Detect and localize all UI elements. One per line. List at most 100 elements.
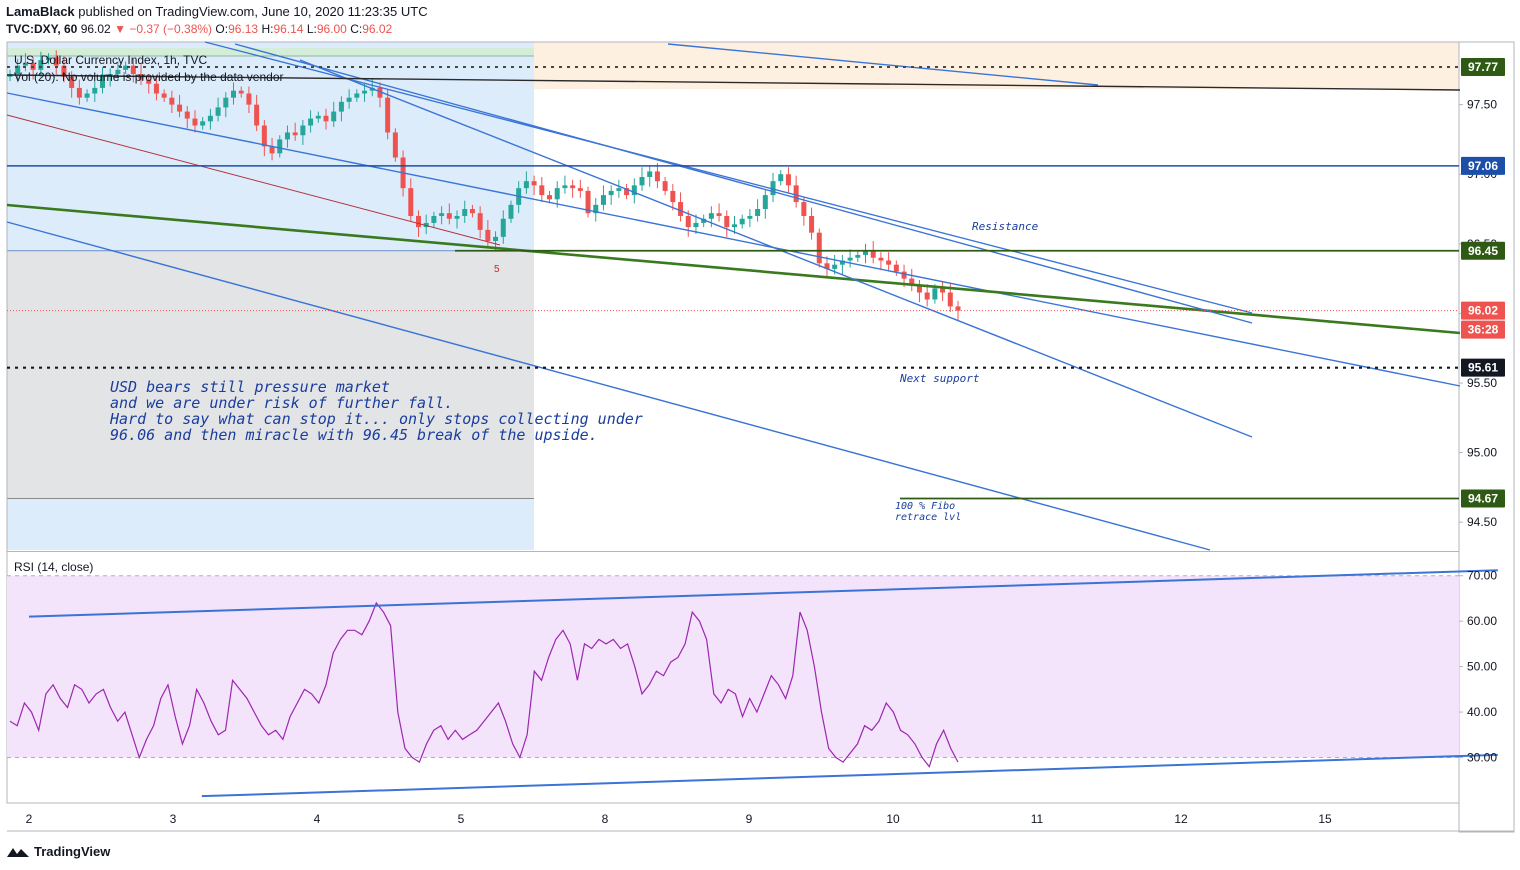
- candle-body: [747, 215, 753, 219]
- candle-body: [223, 97, 229, 108]
- candle-body: [292, 132, 298, 136]
- publisher-name[interactable]: LamaBlack: [6, 4, 75, 19]
- candle-body: [200, 121, 206, 126]
- candle-body: [570, 185, 576, 189]
- price-label-box: [1461, 58, 1505, 77]
- candle-body: [99, 76, 105, 88]
- volume-legend[interactable]: Vol (20): No volume is provided by the d…: [14, 70, 284, 84]
- candle-body: [392, 132, 398, 158]
- candle-body: [207, 115, 213, 122]
- descending-line-c: [204, 41, 1253, 314]
- instrument-legend[interactable]: U.S. Dollar Currency Index, 1h, TVC: [14, 53, 208, 67]
- rsi-tick-label: 60.00: [1467, 614, 1497, 628]
- candle-body: [115, 69, 121, 75]
- candle-body: [38, 60, 44, 70]
- next-support-label: Next support: [899, 372, 980, 385]
- candle-body: [53, 57, 59, 66]
- price-label-text: 94.67: [1468, 492, 1498, 506]
- candle-body: [947, 292, 953, 307]
- candle-body: [762, 195, 768, 210]
- fibo-label-line-2: retrace lvl: [895, 512, 961, 523]
- candle-body: [485, 229, 491, 242]
- wave-5-label: 5: [494, 264, 500, 275]
- rsi-tick-label: 70.00: [1467, 569, 1497, 583]
- candle-body: [724, 215, 730, 228]
- candle-body: [940, 288, 946, 293]
- price-tick-label: 97.50: [1467, 98, 1497, 112]
- candle-body: [870, 250, 876, 258]
- tradingview-brand: TradingView: [34, 844, 111, 859]
- channel-lower-line: [6, 221, 1211, 551]
- low-label: L:: [306, 22, 317, 36]
- time-tick-label: 4: [314, 812, 321, 826]
- descending-line-a: [234, 43, 1253, 324]
- top-green-zone: [7, 48, 534, 56]
- candle-body: [254, 104, 260, 126]
- candle-body: [15, 65, 21, 75]
- candle-body: [508, 204, 514, 219]
- drawing-lines[interactable]: [6, 41, 1461, 551]
- candle-body: [523, 181, 529, 189]
- price-label-text: 96.02: [1468, 304, 1498, 318]
- black-trendline: [6, 74, 1461, 91]
- time-tick-label: 10: [886, 812, 900, 826]
- candle-body: [701, 218, 707, 223]
- symbol-id: TVC:DXY, 60: [6, 22, 78, 36]
- candle-body: [785, 174, 791, 186]
- candle-body: [423, 222, 429, 228]
- candle-body: [893, 264, 899, 272]
- candle-body: [839, 260, 845, 265]
- candle-body: [346, 97, 352, 102]
- open-value: 96.13: [228, 22, 259, 36]
- price-change: −0.37 (−0.38%): [129, 22, 213, 36]
- candle-body: [477, 213, 483, 230]
- candle-body: [84, 93, 90, 98]
- resistance-label: Resistance: [972, 220, 1039, 233]
- candle-body: [847, 257, 853, 261]
- candle-body: [593, 204, 599, 214]
- candle-body: [878, 257, 884, 261]
- candle-body: [778, 174, 784, 182]
- annotations: USD bears still pressure market and we a…: [109, 220, 1039, 523]
- price-label-box: [1461, 489, 1505, 508]
- candle-body: [439, 213, 445, 216]
- rsi-pane: RSI (14, close): [7, 560, 1498, 798]
- candle-body: [600, 195, 606, 205]
- candle-body: [616, 188, 622, 191]
- symbol-line: TVC:DXY, 60 96.02 ▼ −0.37 (−0.38%) O:96.…: [6, 22, 392, 36]
- candle-body: [76, 87, 82, 98]
- down-arrow-icon: ▼: [114, 22, 126, 36]
- price-label-text: 97.06: [1468, 159, 1498, 173]
- rsi-legend: RSI (14, close): [14, 560, 93, 574]
- time-tick-label: 8: [602, 812, 609, 826]
- candle-body: [469, 209, 475, 214]
- candle-body: [284, 132, 290, 140]
- candle-body: [61, 65, 67, 77]
- published-text: published on TradingView.com, June 10, 2…: [78, 4, 428, 19]
- candle-body: [277, 139, 283, 154]
- candle-body: [855, 254, 861, 258]
- candle-body: [863, 250, 869, 255]
- fibo-label-line-1: 100 % Fibo: [895, 501, 955, 512]
- candle-body: [261, 125, 267, 147]
- candle-body: [46, 57, 52, 61]
- candle-body: [92, 87, 98, 94]
- time-tick-label: 9: [746, 812, 753, 826]
- time-tick-label: 12: [1174, 812, 1188, 826]
- tradingview-footer[interactable]: TradingView: [6, 844, 110, 859]
- channel-upper-line: [6, 92, 1461, 387]
- candle-body: [901, 271, 907, 279]
- candle-body: [770, 181, 776, 196]
- highlight-zones: [7, 42, 1459, 550]
- main-note-line-2: and we are under risk of further fall.: [110, 394, 453, 412]
- candle-body: [146, 79, 152, 84]
- high-value: 96.14: [273, 22, 304, 36]
- low-value: 96.00: [316, 22, 347, 36]
- candle-body: [69, 76, 75, 88]
- candle-body: [22, 62, 28, 66]
- rsi-trendline-1: [28, 569, 1498, 618]
- candle-body: [739, 218, 745, 225]
- time-tick-label: 5: [458, 812, 465, 826]
- candle-body: [577, 188, 583, 191]
